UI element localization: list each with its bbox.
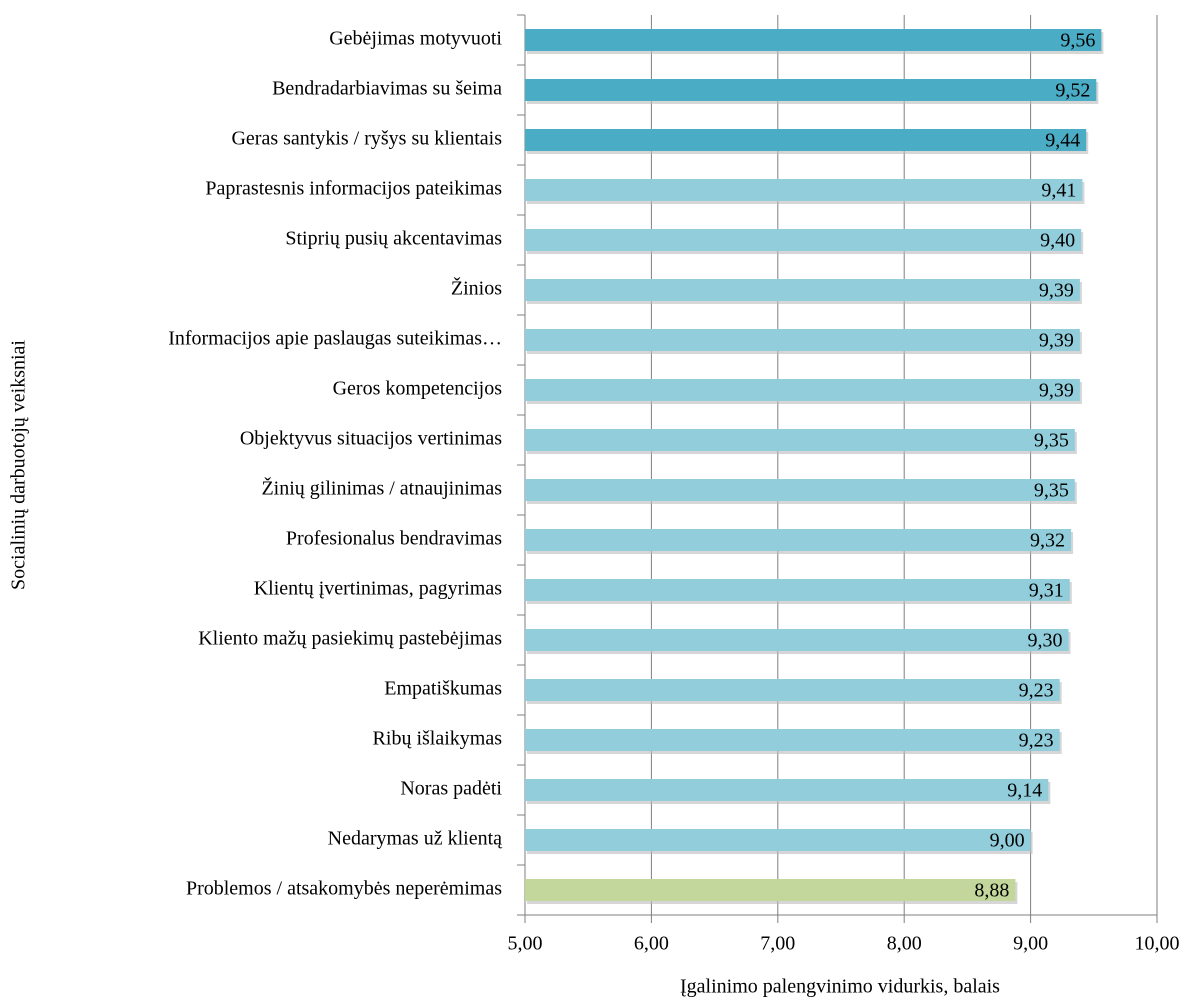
- bar: [525, 229, 1082, 251]
- bar: [525, 429, 1075, 451]
- y-tick-label: Paprastesnis informacijos pateikimas: [205, 178, 502, 200]
- x-tick-label: 5,00: [508, 933, 543, 955]
- bar: [525, 129, 1087, 151]
- y-tick-label: Profesionalus bendravimas: [286, 528, 502, 550]
- bar: [525, 629, 1069, 651]
- data-label: 9,30: [1028, 630, 1063, 652]
- y-tick-label: Stiprių pusių akcentavimas: [285, 228, 502, 250]
- y-tick-label: Informacijos apie paslaugas suteikimas…: [168, 328, 502, 350]
- bar: [525, 679, 1060, 701]
- data-label: 9,23: [1019, 680, 1054, 702]
- y-tick-label: Geros kompetencijos: [333, 378, 503, 400]
- y-tick-label: Ribų išlaikymas: [373, 728, 503, 750]
- data-label: 9,35: [1034, 480, 1069, 502]
- data-label: 9,31: [1029, 580, 1064, 602]
- bar: [525, 329, 1080, 351]
- y-tick-label: Empatiškumas: [384, 678, 502, 700]
- y-tick-label: Kliento mažų pasiekimų pastebėjimas: [198, 628, 502, 650]
- y-tick-label: Geras santykis / ryšys su klientais: [231, 128, 502, 150]
- x-tick-label: 10,00: [1135, 933, 1180, 955]
- x-tick-label: 9,00: [1013, 933, 1048, 955]
- y-tick-label: Klientų įvertinimas, pagyrimas: [254, 578, 502, 600]
- bar: [525, 529, 1072, 551]
- x-axis-title: Įgalinimo palengvinimo vidurkis, balais: [680, 976, 1000, 998]
- y-tick-label: Bendradarbiavimas su šeima: [272, 78, 502, 100]
- y-tick-label: Gebėjimas motyvuoti: [329, 28, 502, 50]
- x-tick-label: 7,00: [760, 933, 795, 955]
- data-label: 9,56: [1060, 30, 1095, 52]
- data-label: 8,88: [974, 880, 1009, 902]
- data-label: 9,32: [1030, 530, 1065, 552]
- bar: [525, 29, 1102, 51]
- bar: [525, 829, 1031, 851]
- bar: [525, 779, 1049, 801]
- y-tick-label: Objektyvus situacijos vertinimas: [240, 428, 502, 450]
- data-label: 9,44: [1045, 130, 1080, 152]
- bar: [525, 729, 1060, 751]
- data-label: 9,35: [1034, 430, 1069, 452]
- y-tick-label: Nedarymas už klientą: [328, 828, 503, 850]
- x-tick-label: 6,00: [634, 933, 669, 955]
- bar: [525, 79, 1097, 101]
- data-label: 9,41: [1041, 180, 1076, 202]
- data-label: 9,39: [1039, 380, 1074, 402]
- data-label: 9,14: [1007, 780, 1042, 802]
- y-tick-label: Problemos / atsakomybės neperėmimas: [186, 878, 502, 900]
- bar: [525, 879, 1016, 901]
- bar: [525, 279, 1080, 301]
- data-label: 9,00: [990, 830, 1025, 852]
- data-label: 9,40: [1040, 230, 1075, 252]
- data-label: 9,52: [1055, 80, 1090, 102]
- y-tick-label: Žinios: [451, 277, 502, 300]
- x-tick-label: 8,00: [887, 933, 922, 955]
- data-label: 9,23: [1019, 730, 1054, 752]
- bar: [525, 479, 1075, 501]
- y-tick-label: Žinių gilinimas / atnaujinimas: [261, 477, 502, 500]
- bar: [525, 579, 1070, 601]
- data-label: 9,39: [1039, 330, 1074, 352]
- y-axis-title: Socialinių darbuotojų veiksniai: [8, 340, 30, 590]
- y-tick-label: Noras padėti: [400, 778, 502, 800]
- bar: [525, 379, 1080, 401]
- data-label: 9,39: [1039, 280, 1074, 302]
- bar: [525, 179, 1083, 201]
